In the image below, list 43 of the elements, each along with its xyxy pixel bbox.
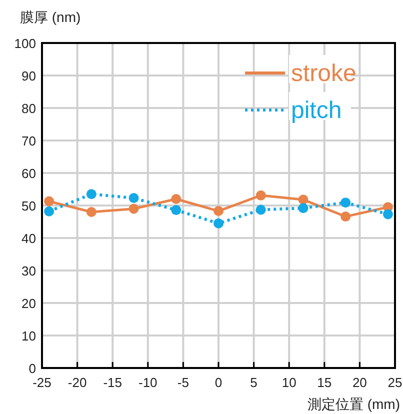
point bbox=[340, 212, 351, 222]
point bbox=[171, 205, 182, 216]
x-tick-label: 25 bbox=[388, 375, 402, 390]
y-tick-label: 30 bbox=[22, 264, 36, 278]
y-tick-label: 70 bbox=[22, 134, 36, 148]
x-tick-label: 0 bbox=[214, 375, 222, 390]
x-tick-label: -20 bbox=[68, 375, 87, 390]
y-tick-label: 60 bbox=[22, 166, 36, 181]
point bbox=[44, 196, 54, 206]
point bbox=[382, 209, 393, 220]
point bbox=[128, 193, 139, 204]
y-tick-label: 40 bbox=[22, 231, 36, 246]
point bbox=[86, 189, 96, 200]
legend-label: stroke bbox=[291, 60, 356, 87]
point bbox=[340, 198, 351, 208]
x-tick-label: -10 bbox=[138, 375, 158, 390]
point bbox=[86, 207, 96, 217]
x-axis-title: 測定位置 (mm) bbox=[307, 396, 400, 412]
point bbox=[298, 203, 308, 214]
y-tick-label: 90 bbox=[22, 68, 36, 84]
point bbox=[298, 194, 308, 205]
x-tick-label: 5 bbox=[250, 375, 258, 390]
y-axis-title: 膜厚 (nm) bbox=[20, 9, 81, 25]
point bbox=[214, 218, 224, 228]
point bbox=[214, 206, 224, 216]
point bbox=[256, 204, 266, 215]
x-tick-label: 20 bbox=[352, 375, 367, 390]
x-tick-label: 15 bbox=[317, 375, 332, 390]
y-tick-label: 80 bbox=[22, 101, 36, 116]
y-tick-label: 100 bbox=[14, 36, 36, 51]
point bbox=[171, 194, 182, 204]
y-tick-label: 50 bbox=[22, 198, 36, 214]
x-tick-label: -15 bbox=[103, 375, 122, 390]
point bbox=[128, 204, 139, 214]
x-tick-label: 10 bbox=[282, 375, 296, 390]
x-tick-label: -25 bbox=[32, 375, 52, 390]
y-tick-label: 20 bbox=[22, 296, 36, 311]
x-tick-label: -5 bbox=[177, 375, 189, 390]
y-tick-label: 0 bbox=[28, 361, 36, 376]
legend-label: pitch bbox=[291, 97, 342, 124]
point bbox=[256, 190, 266, 200]
point bbox=[44, 206, 54, 216]
y-tick-label: 10 bbox=[22, 328, 36, 344]
